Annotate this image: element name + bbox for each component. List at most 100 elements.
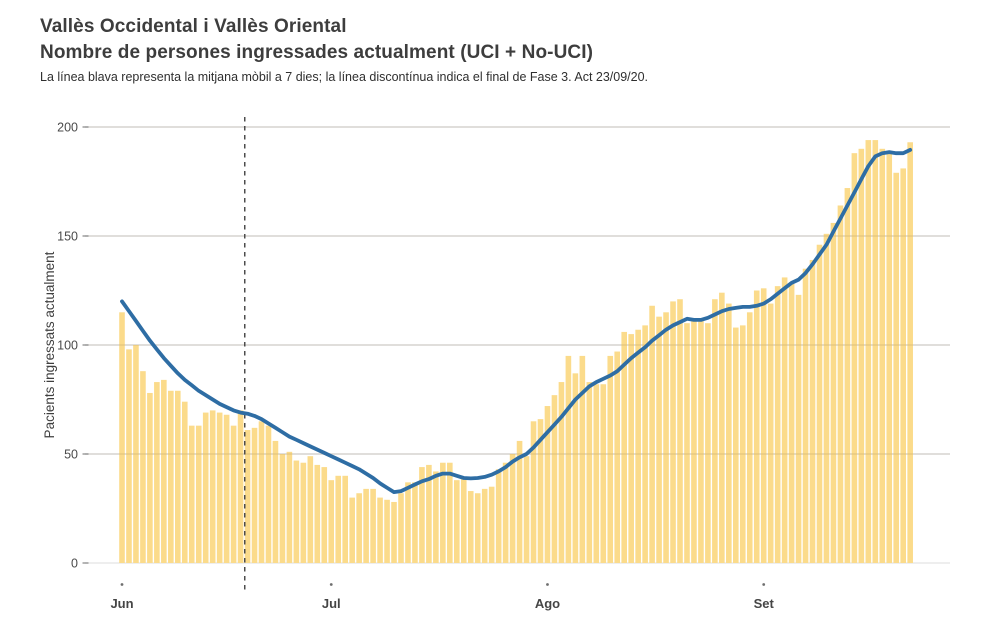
bar [447, 462, 453, 563]
bar [377, 497, 383, 563]
bar [593, 384, 600, 563]
bar [391, 501, 397, 563]
bar [628, 334, 634, 563]
chart-header: Vallès Occidental i Vallès Oriental Nomb… [40, 14, 648, 85]
bar [370, 488, 376, 563]
y-tick-label: 150 [57, 230, 78, 244]
month-label: Jul [322, 596, 341, 611]
chart-caption: La línea blava representa la mitjana mòb… [40, 70, 649, 84]
bar [223, 414, 230, 563]
bar [565, 355, 572, 563]
bar [907, 142, 913, 563]
bar [265, 425, 272, 563]
bar [600, 384, 607, 563]
bar [621, 331, 627, 563]
bar [858, 148, 865, 564]
month-label: Set [754, 596, 775, 611]
bar [739, 325, 746, 563]
bar [523, 456, 530, 563]
bar [705, 323, 711, 563]
bar [760, 288, 767, 563]
bar [677, 299, 683, 563]
bar [300, 462, 307, 563]
bar [851, 153, 858, 563]
bar [188, 425, 195, 563]
bar [614, 351, 621, 563]
bar [558, 382, 565, 563]
chart-title: Vallès Occidental i Vallès Oriental [40, 16, 347, 37]
bar [663, 312, 669, 563]
bar [795, 294, 802, 563]
bar [781, 277, 788, 563]
bar [698, 318, 704, 563]
bar [816, 244, 823, 563]
bar [216, 412, 223, 563]
bar [649, 305, 655, 563]
bar [537, 419, 544, 563]
bar [140, 371, 146, 563]
bar [321, 467, 328, 563]
bar [802, 268, 809, 563]
bar [788, 283, 795, 563]
bar [502, 462, 509, 563]
bar [293, 460, 300, 563]
bar [460, 477, 467, 563]
moving-average-line [120, 147, 913, 495]
y-axis-title: Pacients ingressats actualment [42, 251, 57, 439]
bar [356, 493, 362, 563]
bar [230, 425, 237, 563]
bar [244, 430, 251, 563]
bar [753, 290, 760, 563]
bar [384, 499, 390, 563]
bar [363, 488, 369, 563]
bar [893, 172, 900, 563]
bar [467, 491, 474, 563]
bar [586, 382, 593, 563]
bar [279, 454, 286, 563]
bar [544, 406, 551, 563]
bar [642, 325, 648, 563]
bar [126, 349, 132, 563]
bar [837, 205, 844, 564]
bar [454, 480, 460, 563]
y-tick-label: 0 [71, 557, 78, 571]
month-tick-dot [329, 583, 333, 586]
bar [830, 222, 837, 564]
bar [809, 259, 816, 563]
bar [684, 323, 690, 563]
bar [635, 329, 641, 563]
bar [335, 475, 342, 563]
bar [607, 355, 614, 563]
bar [886, 150, 893, 564]
bar [286, 451, 293, 563]
bar [495, 469, 502, 563]
month-tick-dot [120, 583, 124, 586]
bar [133, 345, 139, 563]
bar [516, 440, 523, 563]
bar [119, 312, 125, 563]
month-tick-dot [762, 583, 766, 586]
bar [481, 488, 488, 563]
bar [314, 464, 321, 563]
y-tick-label: 200 [57, 121, 78, 135]
bar [530, 421, 537, 563]
bar [746, 312, 753, 563]
bar [670, 301, 676, 563]
bar [161, 379, 167, 563]
bar [488, 486, 495, 563]
bar [419, 467, 425, 563]
bar [251, 427, 258, 563]
bar [691, 321, 697, 563]
bar [195, 425, 202, 563]
chart-subtitle: Nombre de persones ingressades actualmen… [40, 42, 594, 63]
bar [272, 440, 279, 563]
y-tick-label: 100 [57, 339, 78, 353]
bar [426, 464, 432, 563]
bar [879, 148, 886, 564]
bar [202, 412, 209, 563]
bar [349, 497, 355, 563]
bar [433, 471, 439, 563]
bar [154, 382, 160, 563]
bar [865, 140, 872, 563]
